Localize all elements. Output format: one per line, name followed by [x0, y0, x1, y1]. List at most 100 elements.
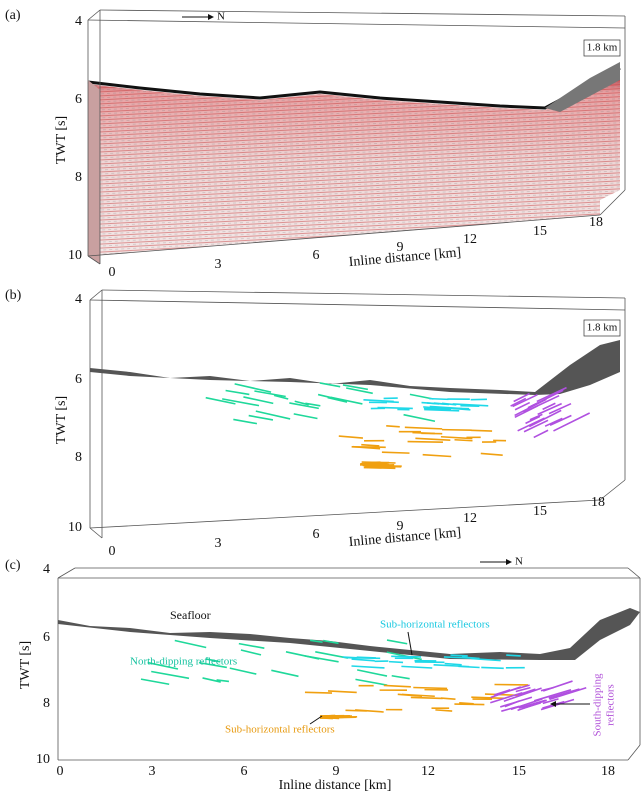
reflector [174, 639, 207, 649]
reflector [391, 674, 410, 680]
reflector [529, 413, 543, 421]
reflector [147, 661, 179, 670]
reflector [525, 415, 541, 425]
reflector [413, 686, 448, 690]
reflector [205, 658, 221, 663]
x-tick-label: 12 [463, 232, 477, 247]
reflector [441, 428, 472, 431]
reflector [229, 667, 257, 675]
x-tick-label: 18 [601, 764, 615, 779]
reflector [386, 400, 399, 404]
annotation: North-dipping reflectors [130, 656, 237, 668]
width-label: 1.8 km [587, 322, 618, 334]
annotation: Sub-horizontal reflectors [225, 724, 335, 736]
x-tick-label: 18 [591, 495, 605, 510]
reflector [523, 419, 549, 433]
reflector [548, 402, 572, 415]
reflector [151, 670, 190, 680]
reflector [471, 429, 493, 432]
frame-edge [599, 479, 626, 501]
x-tick-label: 15 [512, 764, 526, 779]
reflector [536, 386, 567, 403]
width-label: 1.8 km [587, 42, 618, 54]
reflector [510, 698, 543, 711]
reflector [415, 437, 451, 441]
annotation: Seafloor [170, 608, 211, 622]
reflector [351, 665, 385, 669]
x-tick-label: 9 [333, 764, 340, 779]
y-tick-label: 4 [75, 14, 82, 29]
y-tick-label: 4 [43, 562, 50, 577]
y-axis-label: TWT [s] [54, 396, 69, 444]
panel-label: (a) [5, 8, 21, 23]
reflector [513, 392, 530, 403]
reflector [225, 389, 250, 396]
reflector [544, 417, 563, 427]
reflector [368, 465, 396, 469]
seismic-side [88, 80, 100, 264]
north-label: N [515, 556, 523, 568]
reflector [254, 390, 286, 398]
reflector [391, 655, 422, 658]
frame-edge [101, 289, 626, 299]
x-tick-label: 3 [149, 764, 156, 779]
x-tick-label: 6 [313, 527, 320, 542]
reflector [528, 409, 562, 428]
reflector [360, 462, 389, 465]
reflector [435, 709, 453, 712]
reflector [310, 639, 323, 643]
reflector [433, 663, 470, 668]
reflector [140, 678, 170, 686]
y-tick-label: 10 [68, 248, 82, 263]
width-box [583, 319, 621, 337]
reflector [490, 691, 523, 704]
reflector [386, 425, 400, 428]
reflector [410, 696, 443, 700]
reflector [315, 651, 349, 659]
reflector [273, 394, 289, 400]
frame-edge [627, 744, 641, 761]
y-tick-label: 10 [68, 520, 82, 535]
reflector [514, 401, 531, 411]
reflector [481, 666, 504, 670]
reflector [407, 440, 443, 444]
x-tick-label: 0 [57, 764, 64, 779]
reflector [355, 678, 388, 686]
reflector [323, 639, 339, 645]
reflector [523, 394, 560, 414]
reflector [540, 686, 554, 692]
reflector [450, 654, 468, 657]
reflector [533, 429, 549, 439]
north-arrow-head [506, 559, 512, 565]
x-axis-label: Inline distance [km] [348, 525, 462, 550]
reflector [202, 677, 221, 683]
reflector [243, 396, 274, 405]
reflector [429, 397, 449, 401]
frame-edge [87, 9, 101, 21]
reflector [383, 684, 411, 688]
y-tick-label: 8 [75, 170, 82, 185]
reflector [471, 696, 505, 700]
seismic-texture [88, 70, 620, 256]
reflector [233, 418, 258, 425]
annotation: South-dipping [592, 673, 604, 736]
reflector [422, 453, 452, 458]
annotation-arrow [407, 631, 413, 656]
x-tick-label: 9 [397, 519, 404, 534]
reflector [319, 382, 341, 388]
reflector [361, 443, 380, 447]
reflector [553, 412, 591, 432]
reflector [351, 658, 375, 662]
reflector [515, 686, 531, 693]
reflector [397, 693, 423, 697]
reflector [510, 397, 527, 407]
reflector [222, 398, 260, 407]
reflector [255, 410, 291, 420]
reflector [512, 393, 538, 408]
reflector [216, 679, 230, 683]
reflector [506, 654, 521, 657]
reflector [494, 689, 511, 696]
x-tick-label: 3 [215, 536, 222, 551]
annotation: Sub-horizontal reflectors [380, 619, 490, 631]
reflector [285, 651, 320, 660]
